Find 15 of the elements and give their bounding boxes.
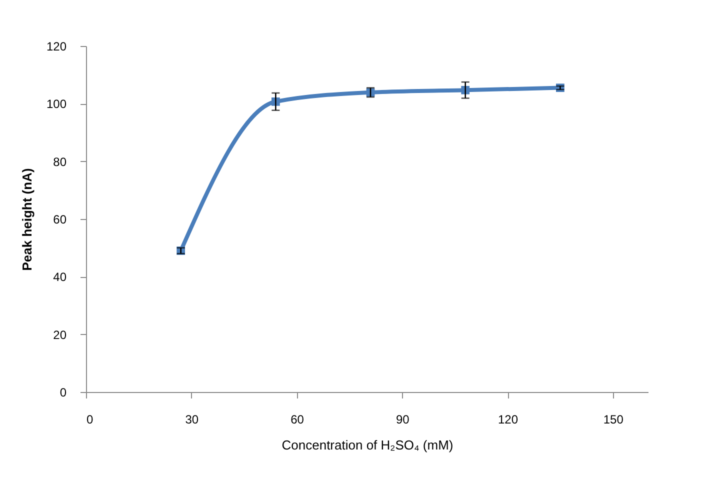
x-tick-label: 120 [498, 412, 518, 426]
y-tick-label: 60 [53, 212, 67, 226]
y-tick-label: 100 [46, 97, 67, 112]
x-axis-title: Concentration of H₂SO₄ (mM) [282, 438, 454, 452]
x-tick-label: 0 [86, 412, 94, 426]
x-tick-label: 150 [603, 412, 624, 426]
y-tick-label: 20 [53, 328, 67, 342]
y-tick-label: 0 [60, 386, 67, 400]
y-tick-label: 80 [53, 154, 67, 169]
y-tick-label: 40 [53, 270, 67, 284]
x-tick-label: 60 [290, 412, 304, 426]
x-tick-label: 30 [185, 412, 199, 426]
y-axis-title: Peak height (nA) [19, 168, 34, 271]
y-tick-label: 120 [46, 40, 67, 54]
x-tick-label: 90 [396, 412, 410, 426]
